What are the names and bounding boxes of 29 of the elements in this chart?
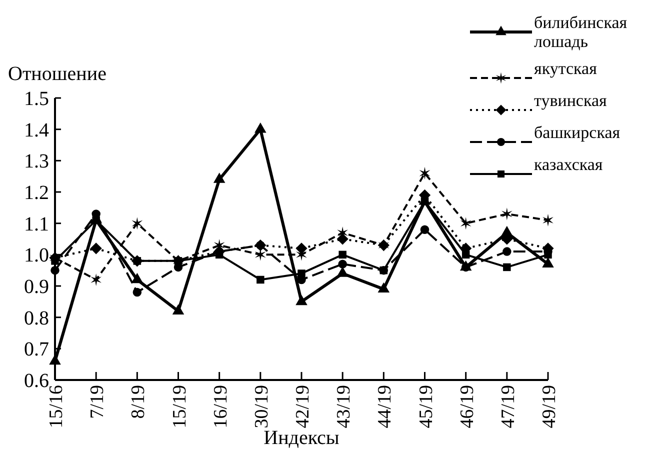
- x-tick-label: 42/19: [292, 385, 314, 428]
- x-tick-label: 47/19: [498, 385, 519, 428]
- y-tick-label: 1.4: [24, 119, 49, 142]
- x-tick-label: 45/19: [416, 385, 437, 428]
- y-tick-label: 0.6: [24, 370, 49, 392]
- x-tick-label: 16/19: [210, 385, 232, 428]
- y-tick-label: 1.1: [24, 213, 49, 236]
- y-tick-label: 0.9: [24, 276, 49, 298]
- x-tick-label: 44/19: [374, 385, 396, 428]
- x-tick-label: 15/19: [169, 385, 190, 428]
- x-tick-label: 30/19: [251, 385, 272, 428]
- y-tick-label: 0.8: [24, 307, 49, 330]
- y-tick-label: 0.7: [24, 338, 49, 361]
- x-axis-title: Индексы: [264, 427, 340, 449]
- legend-label: билибинская лошадь: [534, 13, 628, 51]
- x-tick-label: 46/19: [456, 385, 478, 428]
- y-tick-label: 1.3: [24, 150, 49, 173]
- x-tick-label: 8/19: [128, 385, 150, 419]
- y-tick-label: 1.0: [24, 244, 49, 267]
- legend-label: якутская: [534, 59, 598, 78]
- x-tick-label: 49/19: [539, 385, 560, 428]
- legend-label: тувинская: [534, 91, 608, 110]
- x-tick-label: 43/19: [334, 385, 355, 428]
- x-tick-label: 7/19: [87, 385, 108, 419]
- y-tick-label: 1.2: [24, 182, 49, 204]
- y-tick-label: 1.5: [24, 88, 49, 110]
- legend-label: башкирская: [534, 123, 620, 142]
- y-axis-title: Отношение: [8, 63, 107, 85]
- legend-label: казахская: [534, 155, 603, 174]
